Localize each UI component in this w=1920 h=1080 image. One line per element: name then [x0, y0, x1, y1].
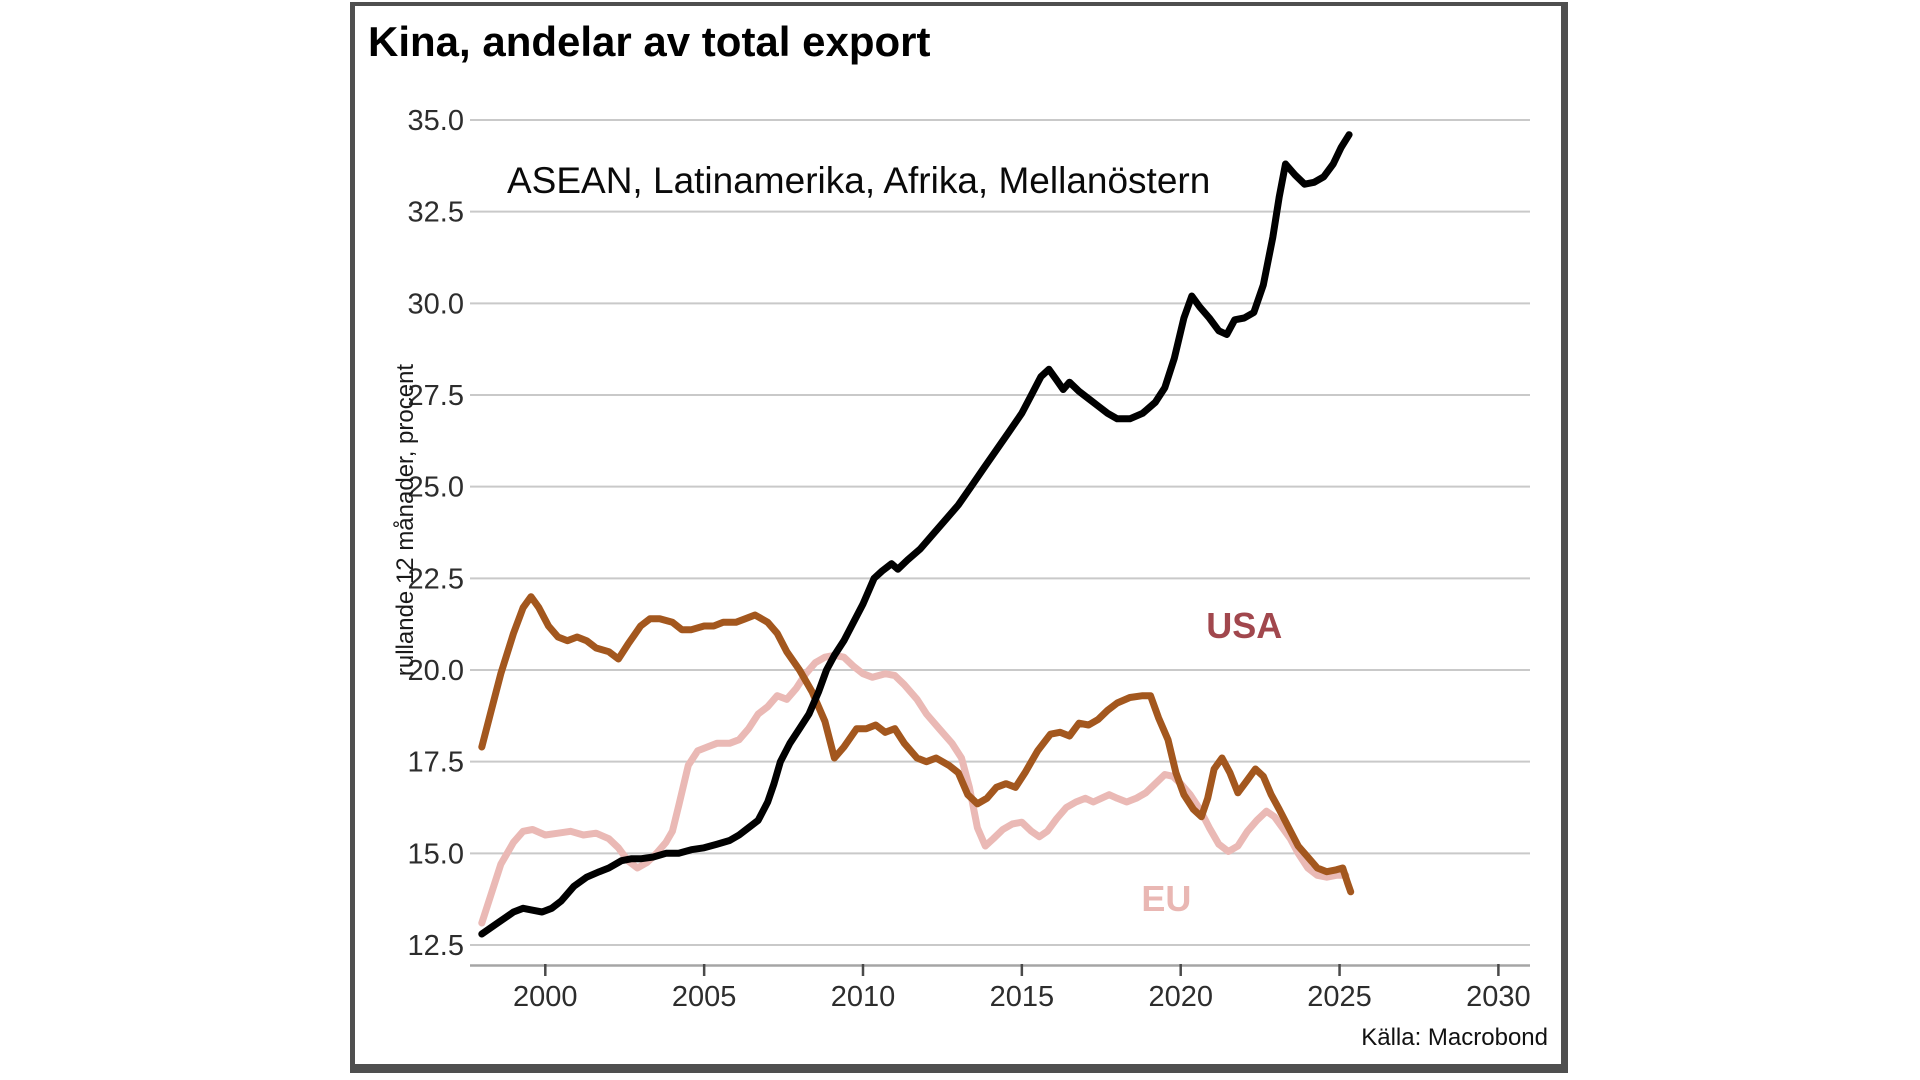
x-tick-label: 2010 [831, 981, 896, 1013]
series-line-asean-latam-afrika-mellanostern [478, 131, 1353, 938]
x-tick-label: 2000 [513, 981, 578, 1013]
chart-title: Kina, andelar av total export [368, 18, 931, 65]
x-tick-label: 2030 [1466, 981, 1531, 1013]
y-tick-label: 15.0 [408, 838, 464, 870]
y-tick-label: 25.0 [408, 472, 464, 504]
y-tick-label: 17.5 [408, 747, 464, 779]
y-tick-label: 32.5 [408, 197, 464, 229]
x-tick-label: 2025 [1307, 981, 1372, 1013]
series-label-asean-annotation: ASEAN, Latinamerika, Afrika, Mellanöster… [507, 160, 1211, 201]
chart-panel [350, 2, 1568, 1073]
series-line-eu [478, 651, 1350, 927]
y-tick-label: 30.0 [408, 288, 464, 320]
x-tick-label: 2020 [1148, 981, 1213, 1013]
y-tick-label: 27.5 [408, 380, 464, 412]
x-tick-label: 2015 [990, 981, 1055, 1013]
series-line-usa [478, 593, 1355, 896]
series-label-usa: USA [1206, 605, 1283, 646]
x-tick-label: 2005 [672, 981, 737, 1013]
y-tick-label: 22.5 [408, 563, 464, 595]
y-axis-label: rullande 12 månader, procent [392, 363, 419, 677]
y-tick-label: 35.0 [408, 105, 464, 137]
series-label-eu: EU [1141, 878, 1192, 920]
source-credit: Källa: Macrobond [1361, 1024, 1548, 1051]
y-tick-label: 12.5 [408, 930, 464, 962]
y-tick-label: 20.0 [408, 655, 464, 687]
